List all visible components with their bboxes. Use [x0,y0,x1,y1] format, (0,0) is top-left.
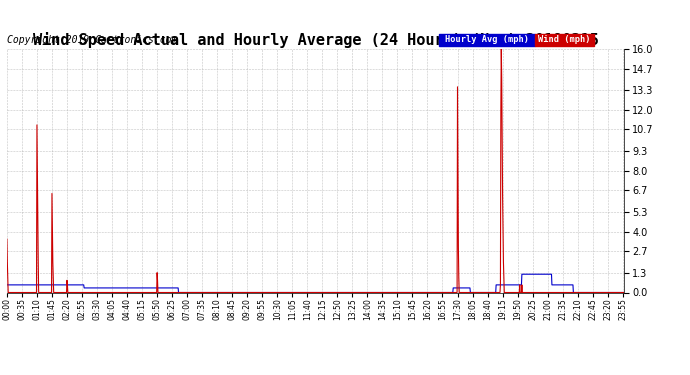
FancyBboxPatch shape [535,34,593,46]
FancyBboxPatch shape [440,34,535,46]
Text: Copyright 2019 Cartronics.com: Copyright 2019 Cartronics.com [7,35,177,45]
Text: Hourly Avg (mph): Hourly Avg (mph) [445,36,529,45]
Text: Wind (mph): Wind (mph) [538,36,591,45]
Title: Wind Speed Actual and Hourly Average (24 Hours) (New) 20190315: Wind Speed Actual and Hourly Average (24… [33,32,598,48]
